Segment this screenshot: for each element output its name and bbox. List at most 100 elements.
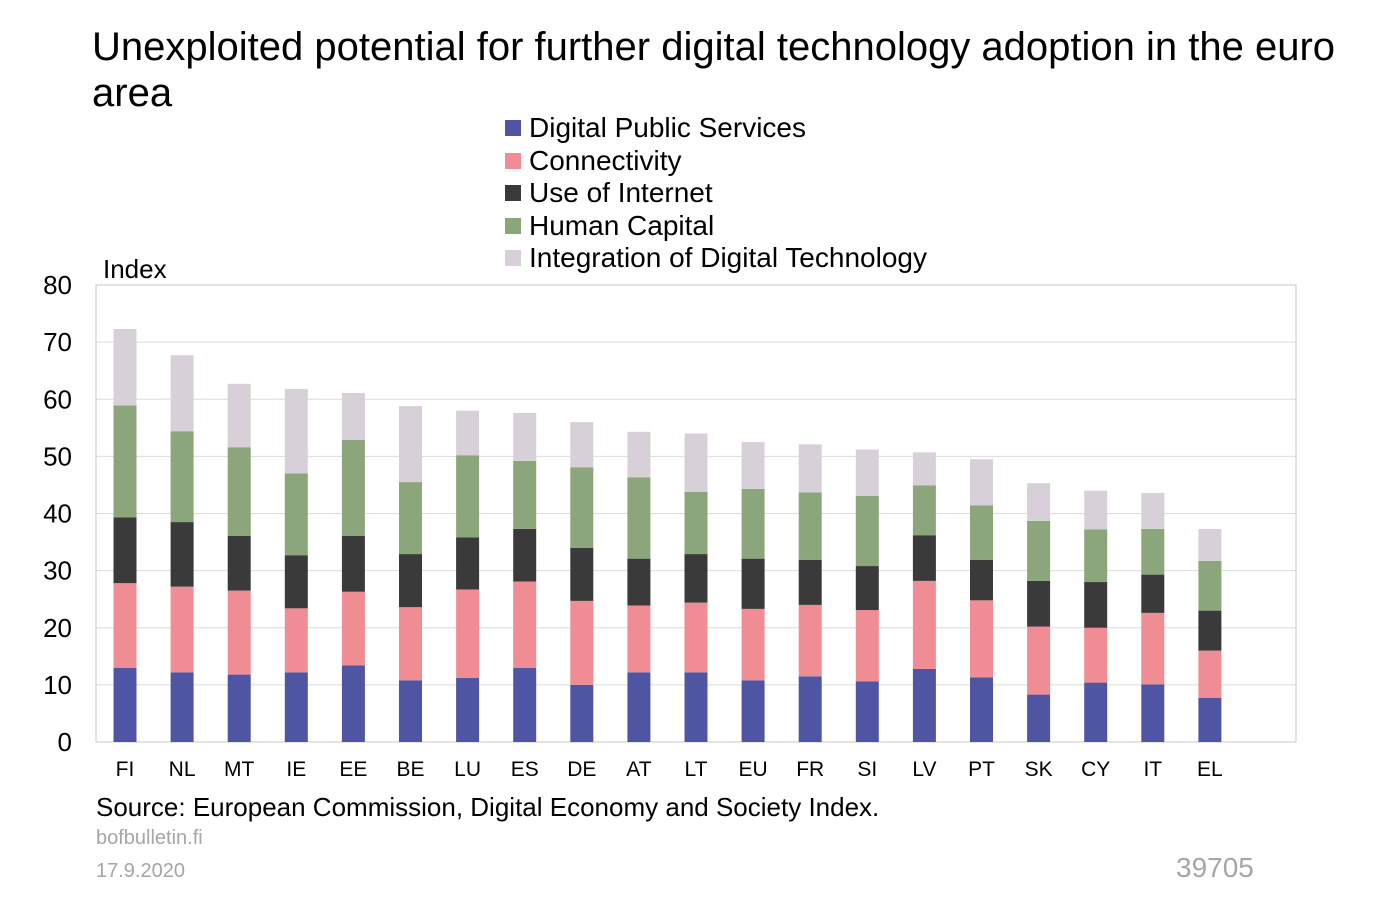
bar-segment-use-of-internet: [912, 535, 936, 581]
bars: [113, 328, 1222, 743]
bar-segment-integration-of-digital-technology: [798, 444, 822, 493]
legend-item-use-of-internet: Use of Internet: [505, 177, 927, 210]
bar-segment-digital-public-services: [1198, 698, 1222, 742]
x-tick-label: EE: [339, 758, 367, 781]
bar-stack-at: [627, 431, 651, 742]
y-tick-label: 60: [43, 384, 72, 414]
bar-segment-use-of-internet: [456, 537, 480, 590]
x-tick-label: EU: [739, 758, 768, 781]
footer-date: 17.9.2020: [96, 860, 185, 882]
bar-segment-integration-of-digital-technology: [970, 459, 993, 506]
bar-segment-connectivity: [627, 605, 651, 673]
bar-segment-connectivity: [684, 602, 708, 673]
x-tick-label: NL: [169, 758, 196, 781]
bar-segment-digital-public-services: [399, 680, 422, 742]
bar-segment-integration-of-digital-technology: [170, 355, 194, 432]
x-tick-label: BE: [396, 758, 424, 781]
bar-segment-connectivity: [570, 600, 594, 685]
bar-stack-eu: [741, 442, 765, 742]
bar-segment-digital-public-services: [1141, 684, 1165, 742]
bar-stack-lu: [456, 410, 480, 742]
bar-stack-lv: [912, 452, 936, 742]
bar-segment-human-capital: [399, 482, 422, 555]
bar-segment-human-capital: [227, 447, 251, 536]
bar-segment-use-of-internet: [855, 566, 879, 611]
bar-segment-digital-public-services: [341, 665, 365, 742]
bar-segment-digital-public-services: [798, 676, 822, 742]
bar-segment-human-capital: [627, 477, 651, 559]
x-tick-label: SK: [1025, 758, 1053, 781]
bar-segment-digital-public-services: [970, 677, 993, 742]
bar-segment-digital-public-services: [227, 674, 251, 742]
bar-segment-human-capital: [570, 467, 594, 548]
bar-segment-integration-of-digital-technology: [741, 442, 765, 489]
x-tick-label: EL: [1197, 758, 1223, 781]
footer-site: bofbulletin.fi: [96, 827, 203, 849]
bar-segment-use-of-internet: [227, 535, 251, 591]
bar-stack-be: [399, 406, 422, 742]
x-tick-label: IE: [286, 758, 306, 781]
bar-segment-use-of-internet: [684, 554, 708, 603]
x-tick-label: MT: [224, 758, 254, 781]
y-tick-label: 10: [43, 670, 72, 700]
y-tick-label: 0: [58, 727, 72, 757]
bar-segment-human-capital: [170, 431, 194, 523]
bar-segment-digital-public-services: [855, 681, 879, 742]
bar-stack-si: [855, 449, 879, 742]
bar-segment-connectivity: [1198, 650, 1222, 699]
bar-segment-connectivity: [1141, 612, 1165, 685]
bar-segment-integration-of-digital-technology: [1198, 528, 1222, 561]
chart-title: Unexploited potential for further digita…: [92, 25, 1336, 115]
y-tick-label: 20: [43, 613, 72, 643]
bar-segment-human-capital: [1141, 528, 1165, 575]
bar-segment-use-of-internet: [284, 555, 308, 609]
bar-segment-use-of-internet: [1141, 574, 1165, 613]
bar-stack-cy: [1084, 490, 1108, 742]
bar-segment-human-capital: [1084, 529, 1108, 583]
bar-segment-integration-of-digital-technology: [399, 406, 422, 483]
bar-segment-human-capital: [284, 473, 308, 556]
bar-segment-use-of-internet: [513, 528, 537, 582]
bar-stack-ee: [341, 392, 365, 742]
bar-segment-use-of-internet: [798, 559, 822, 605]
bar-segment-connectivity: [284, 608, 308, 673]
bar-segment-integration-of-digital-technology: [570, 422, 594, 468]
bar-segment-digital-public-services: [684, 672, 708, 742]
bar-segment-integration-of-digital-technology: [1141, 492, 1165, 529]
legend-item-digital-public-services: Digital Public Services: [505, 112, 927, 145]
bar-segment-digital-public-services: [912, 668, 936, 742]
legend-item-connectivity: Connectivity: [505, 145, 927, 178]
bar-segment-integration-of-digital-technology: [684, 433, 708, 492]
x-tick-label: FI: [116, 758, 135, 781]
bar-segment-human-capital: [741, 488, 765, 559]
bar-stack-pt: [970, 459, 993, 742]
legend-swatch: [505, 217, 521, 234]
bar-segment-use-of-internet: [170, 522, 194, 587]
legend-item-integration-of-digital-technology: Integration of Digital Technology: [505, 242, 927, 275]
bar-segment-connectivity: [1084, 627, 1108, 683]
bar-segment-use-of-internet: [1198, 610, 1222, 651]
bar-segment-human-capital: [113, 405, 137, 518]
bar-segment-connectivity: [798, 604, 822, 677]
bar-segment-integration-of-digital-technology: [1027, 483, 1051, 521]
bar-segment-human-capital: [855, 495, 879, 567]
legend-swatch: [505, 152, 521, 169]
bar-segment-connectivity: [855, 610, 879, 682]
bar-stack-nl: [170, 355, 194, 742]
bar-segment-use-of-internet: [570, 547, 594, 601]
bar-segment-connectivity: [513, 581, 537, 668]
bar-segment-connectivity: [1027, 626, 1051, 695]
bar-segment-digital-public-services: [284, 672, 308, 742]
legend-label: Digital Public Services: [529, 112, 806, 144]
legend-swatch: [505, 185, 521, 202]
bar-segment-digital-public-services: [1084, 682, 1108, 742]
legend-swatch: [505, 120, 521, 137]
x-tick-label: AT: [626, 758, 651, 781]
bar-segment-human-capital: [798, 492, 822, 560]
bar-segment-digital-public-services: [570, 684, 594, 743]
bar-segment-connectivity: [113, 583, 137, 668]
bar-segment-use-of-internet: [113, 517, 137, 584]
bar-stack-fr: [798, 444, 822, 742]
bar-segment-integration-of-digital-technology: [1084, 490, 1108, 530]
source-note: Source: European Commission, Digital Eco…: [96, 792, 880, 822]
